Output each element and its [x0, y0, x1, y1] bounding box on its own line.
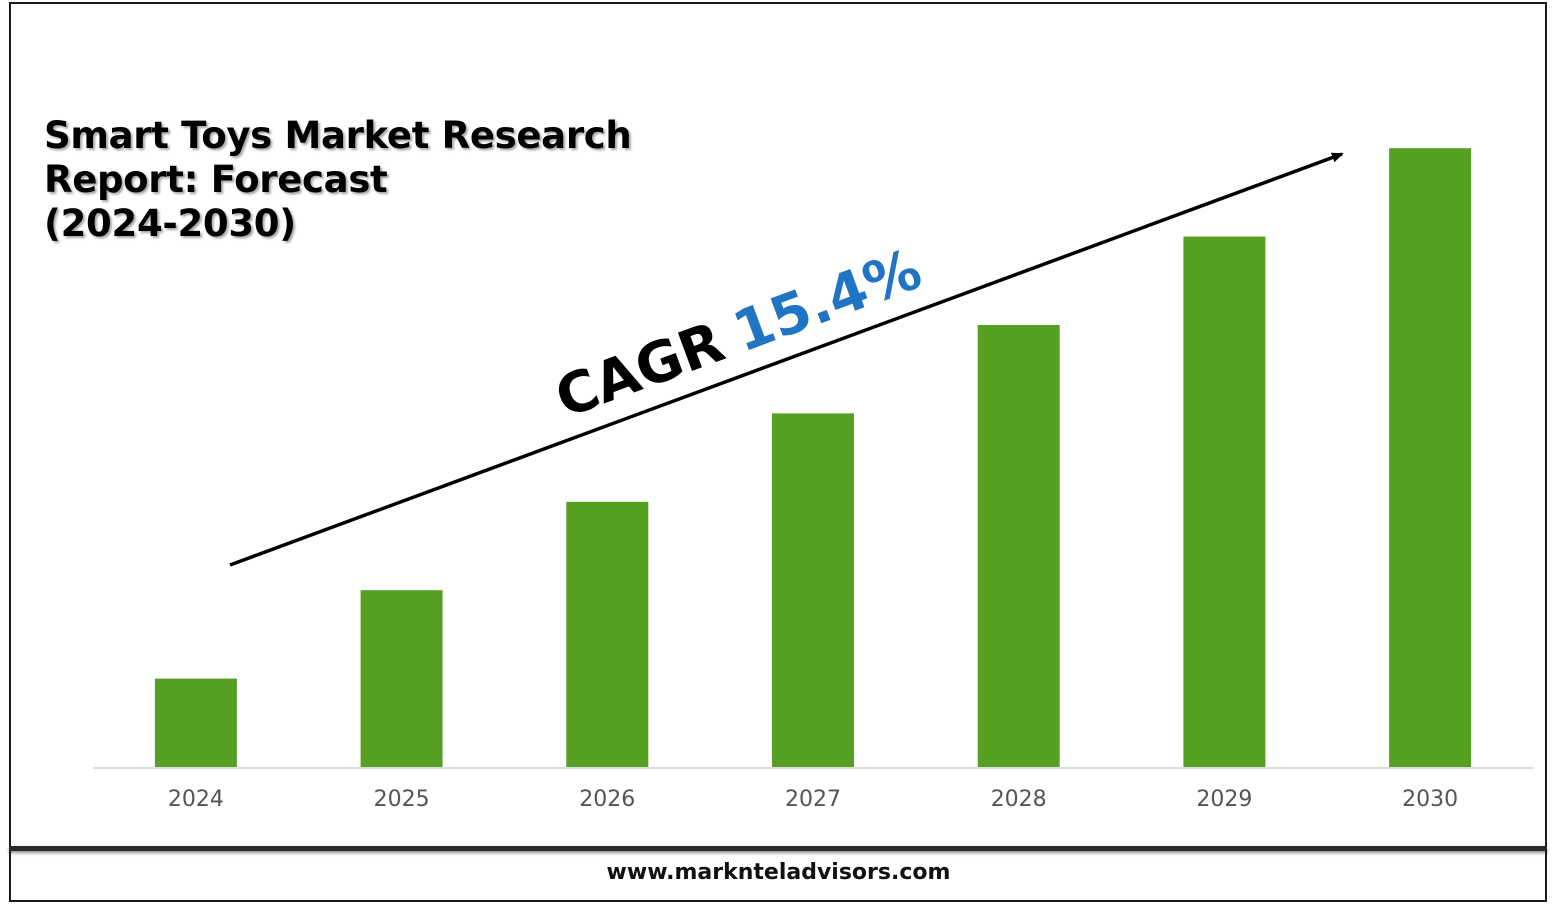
trend-arrow	[229, 152, 1344, 567]
cagr-annotation: CAGR15.4%	[547, 237, 930, 431]
x-tick-label-2027: 2027	[785, 787, 841, 812]
bar-2026	[566, 501, 649, 767]
title-line-3: (2024-2030)	[44, 202, 296, 245]
bar-2029	[1183, 236, 1266, 768]
bar-2027	[772, 413, 854, 767]
bar-2028	[977, 325, 1060, 767]
x-tick-label-2024: 2024	[168, 787, 224, 812]
bar-2025	[360, 590, 443, 767]
cagr-value: 15.4%	[725, 237, 930, 365]
footer-url[interactable]: www.marknteladvisors.com	[606, 860, 951, 885]
title-line-1: Smart Toys Market Research	[44, 114, 632, 157]
x-axis-ticks: 2024 2025 2026 2027 2028 2029 2030	[168, 787, 1458, 812]
bar-2024	[154, 678, 237, 767]
footer-divider	[9, 846, 1547, 851]
x-tick-label-2030: 2030	[1402, 787, 1458, 812]
bar-series	[154, 148, 1472, 768]
x-tick-label-2029: 2029	[1196, 787, 1252, 812]
title-line-2: Report: Forecast	[44, 158, 388, 201]
x-tick-label-2028: 2028	[991, 787, 1047, 812]
x-tick-label-2026: 2026	[579, 787, 635, 812]
bar-2030	[1389, 148, 1472, 767]
chart-title: Smart Toys Market Research Report: Forec…	[44, 114, 644, 246]
x-tick-label-2025: 2025	[374, 787, 430, 812]
